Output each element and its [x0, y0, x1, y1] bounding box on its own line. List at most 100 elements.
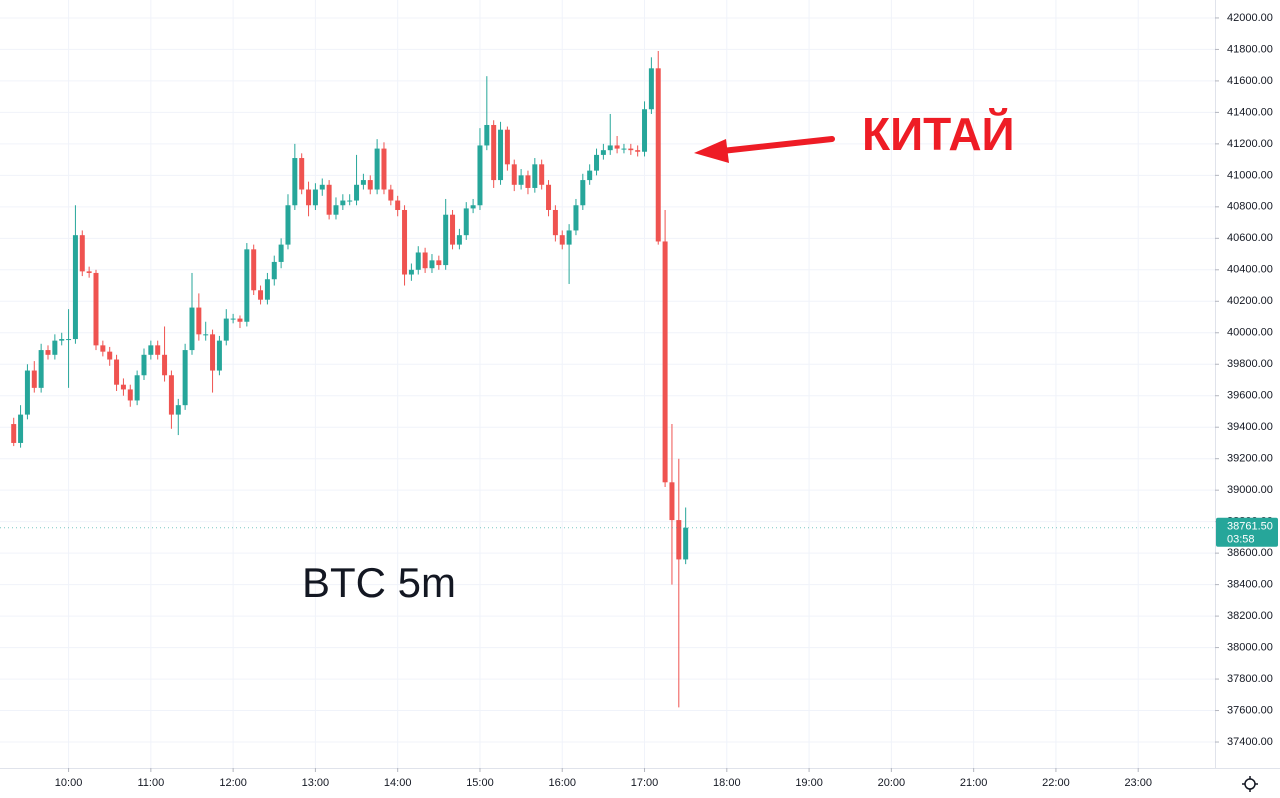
- x-tick-label: 20:00: [878, 777, 906, 789]
- axes: 37400.00 37600.00 37800.00 38000.00 38200.00…: [0, 12, 1278, 789]
- candle-body: [223, 318, 229, 341]
- candle-body: [155, 345, 161, 355]
- y-tick-label: 41800.00: [1227, 43, 1273, 55]
- countdown-label: 03:58: [1227, 534, 1255, 546]
- arrow: [694, 136, 835, 163]
- candle-body: [594, 154, 600, 171]
- y-tick-label: 39000.00: [1227, 484, 1273, 496]
- candle-body: [360, 180, 366, 185]
- candle-body: [511, 164, 517, 185]
- candle-body: [491, 124, 497, 181]
- candle-body: [285, 205, 291, 245]
- candle-body: [484, 124, 490, 146]
- y-tick-label: 41000.00: [1227, 169, 1273, 181]
- candle-body: [463, 208, 469, 236]
- candle-body: [72, 235, 78, 340]
- candle-body: [450, 214, 456, 245]
- x-tick-label: 16:00: [548, 777, 576, 789]
- candle-body: [621, 148, 627, 150]
- candle-body: [347, 200, 353, 202]
- candle-body: [100, 345, 106, 352]
- candle-body: [45, 350, 51, 355]
- candle-body: [559, 235, 565, 245]
- candle-body: [162, 354, 168, 376]
- y-tick-label: 40400.00: [1227, 264, 1273, 276]
- y-tick-label: 38000.00: [1227, 641, 1273, 653]
- x-tick-label: 12:00: [219, 777, 247, 789]
- candle-body: [38, 350, 44, 388]
- x-tick-label: 22:00: [1042, 777, 1070, 789]
- candle-body: [566, 230, 572, 245]
- candle-body: [607, 145, 613, 151]
- y-tick-label: 41200.00: [1227, 138, 1273, 150]
- candle-body: [415, 252, 421, 270]
- candle-body: [333, 205, 339, 215]
- annotation-label: BTC 5m: [302, 559, 456, 606]
- candle-body: [367, 180, 373, 190]
- x-tick-label: 23:00: [1124, 777, 1152, 789]
- candle-body: [196, 307, 202, 335]
- annotation-label: КИТАЙ: [862, 108, 1015, 160]
- candle-body: [319, 184, 325, 190]
- x-tick-label: 13:00: [302, 777, 330, 789]
- candle-body: [66, 339, 72, 341]
- y-tick-label: 38400.00: [1227, 579, 1273, 591]
- candle-body: [189, 307, 195, 351]
- candle-body: [134, 375, 140, 401]
- candle-body: [648, 68, 654, 110]
- y-tick-label: 41600.00: [1227, 75, 1273, 87]
- candle-body: [120, 384, 126, 390]
- candle-body: [573, 205, 579, 231]
- candle-body: [271, 261, 277, 280]
- candle-body: [546, 184, 552, 210]
- candle-body: [470, 205, 476, 209]
- candle-body: [498, 129, 504, 181]
- candle-body: [86, 271, 92, 273]
- y-tick-label: 38600.00: [1227, 547, 1273, 559]
- candle-body: [354, 184, 360, 201]
- candle-body: [18, 414, 24, 443]
- candle-body: [525, 175, 531, 188]
- candle-body: [539, 164, 545, 185]
- candle-body: [52, 340, 58, 355]
- candle-body: [443, 214, 449, 266]
- candle-body: [114, 359, 120, 385]
- y-tick-label: 39800.00: [1227, 358, 1273, 370]
- y-tick-label: 37600.00: [1227, 704, 1273, 716]
- candle-body: [148, 345, 154, 355]
- candle-body: [79, 235, 85, 272]
- candle-body: [264, 279, 270, 300]
- y-tick-label: 41400.00: [1227, 106, 1273, 118]
- candle-body: [408, 269, 414, 275]
- candle-body: [388, 189, 394, 201]
- candle-body: [24, 370, 30, 415]
- x-tick-label: 15:00: [466, 777, 494, 789]
- candle-body: [244, 249, 250, 322]
- candle-body: [477, 145, 483, 206]
- candle-body: [11, 424, 17, 443]
- candle-body: [258, 290, 264, 300]
- y-tick-label: 40200.00: [1227, 295, 1273, 307]
- y-tick-label: 40800.00: [1227, 201, 1273, 213]
- candle-body: [429, 260, 435, 269]
- y-tick-label: 40600.00: [1227, 232, 1273, 244]
- candle-body: [251, 249, 257, 291]
- candle-body: [635, 150, 641, 152]
- last-price-label: 38761.50: [1227, 521, 1273, 533]
- candle-body: [31, 370, 37, 388]
- candle-body: [628, 148, 634, 151]
- candle-body: [230, 318, 236, 320]
- candle-body: [237, 318, 243, 322]
- candle-body: [175, 405, 181, 415]
- y-tick-label: 39400.00: [1227, 421, 1273, 433]
- candle-body: [168, 375, 174, 415]
- y-tick-label: 39200.00: [1227, 453, 1273, 465]
- candle-body: [210, 334, 216, 371]
- candle-body: [614, 145, 620, 149]
- x-tick-label: 21:00: [960, 777, 988, 789]
- candle-body: [402, 209, 408, 275]
- y-tick-label: 37400.00: [1227, 736, 1273, 748]
- x-tick-label: 14:00: [384, 777, 412, 789]
- settings-icon[interactable]: [1242, 776, 1258, 792]
